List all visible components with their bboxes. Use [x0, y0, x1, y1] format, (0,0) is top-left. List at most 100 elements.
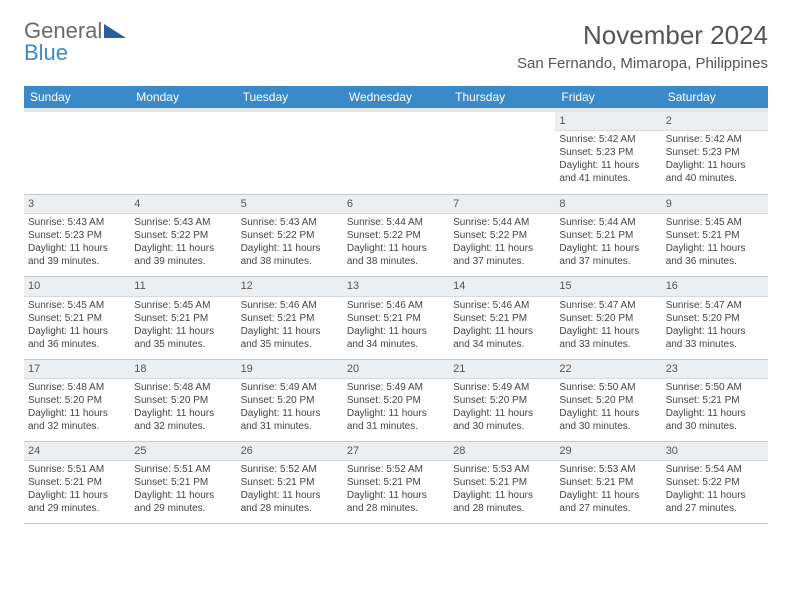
calendar-cell: 8Sunrise: 5:44 AMSunset: 5:21 PMDaylight…	[555, 195, 661, 277]
day-info-line: Daylight: 11 hours and 31 minutes.	[347, 407, 445, 433]
day-info-line: Sunset: 5:21 PM	[559, 476, 657, 489]
day-info-line: Sunset: 5:21 PM	[559, 229, 657, 242]
calendar-cell	[237, 110, 343, 195]
calendar-cell: 28Sunrise: 5:53 AMSunset: 5:21 PMDayligh…	[449, 441, 555, 523]
logo-line1: General	[24, 20, 126, 42]
day-body: Sunrise: 5:47 AMSunset: 5:20 PMDaylight:…	[662, 297, 768, 359]
day-info-line: Daylight: 11 hours and 27 minutes.	[666, 489, 764, 515]
day-info-line: Daylight: 11 hours and 33 minutes.	[666, 325, 764, 351]
calendar-cell: 7Sunrise: 5:44 AMSunset: 5:22 PMDaylight…	[449, 195, 555, 277]
calendar-cell: 3Sunrise: 5:43 AMSunset: 5:23 PMDaylight…	[24, 195, 130, 277]
day-number: 5	[237, 195, 343, 214]
calendar-cell	[24, 110, 130, 195]
day-body: Sunrise: 5:42 AMSunset: 5:23 PMDaylight:…	[662, 131, 768, 193]
day-info-line: Sunset: 5:23 PM	[559, 146, 657, 159]
day-info-line: Daylight: 11 hours and 37 minutes.	[559, 242, 657, 268]
day-info-line: Sunrise: 5:48 AM	[28, 381, 126, 394]
day-header-row: Sunday Monday Tuesday Wednesday Thursday…	[24, 86, 768, 110]
calendar-cell: 1Sunrise: 5:42 AMSunset: 5:23 PMDaylight…	[555, 110, 661, 195]
calendar-cell: 26Sunrise: 5:52 AMSunset: 5:21 PMDayligh…	[237, 441, 343, 523]
day-body: Sunrise: 5:52 AMSunset: 5:21 PMDaylight:…	[343, 461, 449, 523]
day-info-line: Sunrise: 5:49 AM	[241, 381, 339, 394]
day-number: 25	[130, 442, 236, 461]
day-number	[343, 112, 449, 132]
day-number: 30	[662, 442, 768, 461]
day-number	[449, 112, 555, 132]
day-header: Tuesday	[237, 86, 343, 110]
day-info-line: Sunset: 5:20 PM	[559, 394, 657, 407]
day-body: Sunrise: 5:50 AMSunset: 5:20 PMDaylight:…	[555, 379, 661, 441]
day-body: Sunrise: 5:46 AMSunset: 5:21 PMDaylight:…	[449, 297, 555, 359]
day-header: Sunday	[24, 86, 130, 110]
page-subtitle: San Fernando, Mimaropa, Philippines	[517, 55, 768, 72]
day-number: 16	[662, 277, 768, 296]
day-info-line: Sunrise: 5:43 AM	[134, 216, 232, 229]
day-number: 3	[24, 195, 130, 214]
day-number: 17	[24, 360, 130, 379]
calendar-cell: 19Sunrise: 5:49 AMSunset: 5:20 PMDayligh…	[237, 359, 343, 441]
day-info-line: Sunset: 5:20 PM	[347, 394, 445, 407]
calendar-row: 24Sunrise: 5:51 AMSunset: 5:21 PMDayligh…	[24, 441, 768, 523]
day-info-line: Daylight: 11 hours and 35 minutes.	[134, 325, 232, 351]
day-info-line: Daylight: 11 hours and 34 minutes.	[347, 325, 445, 351]
calendar-cell: 29Sunrise: 5:53 AMSunset: 5:21 PMDayligh…	[555, 441, 661, 523]
day-number: 19	[237, 360, 343, 379]
day-info-line: Sunset: 5:20 PM	[241, 394, 339, 407]
day-info-line: Sunrise: 5:42 AM	[666, 133, 764, 146]
day-info-line: Sunrise: 5:52 AM	[347, 463, 445, 476]
day-info-line: Daylight: 11 hours and 38 minutes.	[241, 242, 339, 268]
day-info-line: Sunset: 5:20 PM	[559, 312, 657, 325]
day-body	[343, 132, 449, 194]
day-body	[24, 132, 130, 194]
calendar-cell: 10Sunrise: 5:45 AMSunset: 5:21 PMDayligh…	[24, 277, 130, 359]
day-header: Friday	[555, 86, 661, 110]
day-body: Sunrise: 5:47 AMSunset: 5:20 PMDaylight:…	[555, 297, 661, 359]
day-info-line: Daylight: 11 hours and 29 minutes.	[28, 489, 126, 515]
day-info-line: Sunset: 5:21 PM	[453, 476, 551, 489]
calendar-cell: 25Sunrise: 5:51 AMSunset: 5:21 PMDayligh…	[130, 441, 236, 523]
day-body: Sunrise: 5:53 AMSunset: 5:21 PMDaylight:…	[449, 461, 555, 523]
calendar-row: 17Sunrise: 5:48 AMSunset: 5:20 PMDayligh…	[24, 359, 768, 441]
day-info-line: Daylight: 11 hours and 28 minutes.	[347, 489, 445, 515]
logo-word2: Blue	[24, 40, 68, 65]
day-info-line: Sunset: 5:22 PM	[241, 229, 339, 242]
calendar-cell: 9Sunrise: 5:45 AMSunset: 5:21 PMDaylight…	[662, 195, 768, 277]
day-info-line: Daylight: 11 hours and 36 minutes.	[666, 242, 764, 268]
day-info-line: Sunset: 5:21 PM	[347, 312, 445, 325]
day-body: Sunrise: 5:49 AMSunset: 5:20 PMDaylight:…	[449, 379, 555, 441]
calendar-page: General Blue November 2024 San Fernando,…	[0, 0, 792, 534]
logo-triangle-icon	[104, 24, 126, 38]
day-info-line: Sunrise: 5:47 AM	[559, 299, 657, 312]
day-body: Sunrise: 5:50 AMSunset: 5:21 PMDaylight:…	[662, 379, 768, 441]
day-body: Sunrise: 5:52 AMSunset: 5:21 PMDaylight:…	[237, 461, 343, 523]
day-info-line: Sunrise: 5:50 AM	[666, 381, 764, 394]
day-body: Sunrise: 5:48 AMSunset: 5:20 PMDaylight:…	[130, 379, 236, 441]
calendar-cell: 16Sunrise: 5:47 AMSunset: 5:20 PMDayligh…	[662, 277, 768, 359]
day-info-line: Sunrise: 5:54 AM	[666, 463, 764, 476]
day-info-line: Sunset: 5:21 PM	[241, 476, 339, 489]
day-body: Sunrise: 5:46 AMSunset: 5:21 PMDaylight:…	[343, 297, 449, 359]
day-info-line: Daylight: 11 hours and 27 minutes.	[559, 489, 657, 515]
day-body: Sunrise: 5:44 AMSunset: 5:22 PMDaylight:…	[449, 214, 555, 276]
day-body: Sunrise: 5:46 AMSunset: 5:21 PMDaylight:…	[237, 297, 343, 359]
day-body: Sunrise: 5:43 AMSunset: 5:23 PMDaylight:…	[24, 214, 130, 276]
calendar-cell: 18Sunrise: 5:48 AMSunset: 5:20 PMDayligh…	[130, 359, 236, 441]
day-body: Sunrise: 5:53 AMSunset: 5:21 PMDaylight:…	[555, 461, 661, 523]
day-body: Sunrise: 5:44 AMSunset: 5:21 PMDaylight:…	[555, 214, 661, 276]
calendar-table: Sunday Monday Tuesday Wednesday Thursday…	[24, 86, 768, 524]
day-info-line: Daylight: 11 hours and 39 minutes.	[28, 242, 126, 268]
day-info-line: Sunrise: 5:47 AM	[666, 299, 764, 312]
day-info-line: Sunset: 5:22 PM	[666, 476, 764, 489]
day-number: 13	[343, 277, 449, 296]
day-info-line: Sunset: 5:20 PM	[134, 394, 232, 407]
day-number: 27	[343, 442, 449, 461]
day-info-line: Sunrise: 5:53 AM	[559, 463, 657, 476]
day-header: Thursday	[449, 86, 555, 110]
day-info-line: Sunrise: 5:44 AM	[559, 216, 657, 229]
calendar-row: 10Sunrise: 5:45 AMSunset: 5:21 PMDayligh…	[24, 277, 768, 359]
day-info-line: Sunrise: 5:49 AM	[453, 381, 551, 394]
day-info-line: Daylight: 11 hours and 36 minutes.	[28, 325, 126, 351]
calendar-cell: 30 Sunrise: 5:54 AMSunset: 5:22 PMDayligh…	[662, 441, 768, 523]
day-body: Sunrise: 5:45 AMSunset: 5:21 PMDaylight:…	[662, 214, 768, 276]
day-info-line: Daylight: 11 hours and 32 minutes.	[134, 407, 232, 433]
